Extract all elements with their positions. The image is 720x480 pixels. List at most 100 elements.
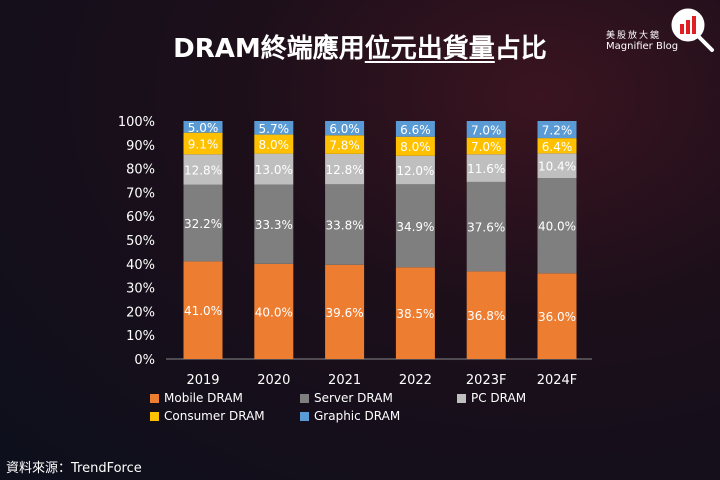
bar-segment [395,136,435,156]
bar-segment [466,137,506,155]
x-tick-label: 2020 [257,373,290,388]
data-label: 7.0% [471,140,502,154]
bar-segment [466,271,506,359]
data-label: 40.0% [255,305,293,319]
bar-segment [466,181,506,272]
data-label: 37.6% [467,221,505,235]
legend-swatch [300,393,309,403]
bar-segment [395,121,435,137]
y-tick-label: 30% [126,282,155,297]
title-part: DRAM終端應用 [173,34,365,64]
title-part-underlined: 位元出貨量 [364,34,495,64]
bar-segment [537,138,577,154]
bar-segment [254,134,294,154]
y-tick-label: 90% [126,139,155,154]
bar-segment [325,121,365,136]
data-label: 38.5% [396,307,434,321]
data-label: 6.4% [542,140,573,154]
data-label: 8.0% [400,140,431,154]
bar-segment [395,267,435,359]
x-tick-label: 2021 [328,373,361,388]
data-label: 12.8% [184,164,222,178]
data-label: 7.2% [542,124,573,138]
y-tick-label: 50% [126,234,155,249]
data-label: 33.8% [326,219,364,233]
data-label: 34.9% [396,220,434,234]
legend-label: Consumer DRAM [164,409,265,423]
data-label: 6.6% [400,123,431,137]
bar-segment [537,121,577,139]
bar-segment [395,155,435,185]
y-tick-label: 40% [126,258,155,273]
bar-segment [466,154,506,182]
data-label: 11.6% [467,162,505,176]
data-label: 39.6% [326,306,364,320]
data-label: 36.8% [467,309,505,323]
bar-segment [395,184,435,268]
bar-segment [325,135,365,154]
y-tick-label: 100% [118,115,155,130]
data-label: 7.8% [329,139,360,153]
data-label: 6.0% [329,122,360,136]
y-tick-label: 70% [126,186,155,201]
data-label: 9.1% [188,137,219,151]
bar-segment [537,178,577,274]
bar-segment [254,121,294,135]
data-label: 12.8% [326,163,364,177]
legend-item: Graphic DRAM [300,409,400,423]
bar-segment [325,184,365,265]
x-tick-label: 2019 [186,373,219,388]
data-label: 40.0% [538,220,576,234]
bar-segment [183,184,223,262]
y-tick-label: 10% [126,329,155,344]
legend-item: Consumer DRAM [150,409,265,423]
legend-item: Server DRAM [300,391,393,405]
y-tick-label: 0% [134,353,155,368]
data-label: 33.3% [255,218,293,232]
data-label: 36.0% [538,310,576,324]
logo-en: Magnifier Blog [606,41,679,52]
data-label: 13.0% [255,163,293,177]
data-label: 32.2% [184,217,222,231]
legend-item: Mobile DRAM [150,391,243,405]
bar-segment [183,132,223,155]
bar-segment [183,154,223,185]
data-label: 41.0% [184,304,222,318]
legend-swatch [150,393,159,403]
legend-label: PC DRAM [471,391,527,405]
y-tick-label: 20% [126,305,155,320]
legend-swatch [150,411,159,421]
bar-segment [537,273,577,359]
logo: 美股放大鏡 Magnifier Blog [606,28,678,52]
chart-title: DRAM終端應用位元出貨量占比 [0,28,720,65]
bar-segment [183,121,223,133]
data-label: 12.0% [396,164,434,178]
bar-segment [325,264,365,359]
x-tick-label: 2024F [537,373,578,388]
bar-segment [183,261,223,359]
bar-segment [254,184,294,264]
y-tick-label: 80% [126,163,155,178]
data-label: 5.0% [188,121,219,135]
bar-segment [466,121,506,138]
data-label: 8.0% [259,138,290,152]
legend-label: Mobile DRAM [164,391,243,405]
legend-label: Server DRAM [314,391,393,405]
legend-swatch [457,393,466,403]
data-label: 7.0% [471,123,502,137]
title-part: 占比 [494,34,547,64]
data-label: 10.4% [538,160,576,174]
bar-segment [537,153,577,179]
source-note: 資料來源：TrendForce [6,461,142,476]
bar-segment [254,153,294,185]
legend-swatch [300,411,309,421]
legend-label: Graphic DRAM [314,409,401,423]
logo-cn: 美股放大鏡 [606,31,662,41]
bar-segment [254,263,294,359]
x-tick-label: 2022 [399,373,432,388]
y-tick-label: 60% [126,210,155,225]
bar-segment [325,153,365,185]
x-tick-label: 2023F [466,373,507,388]
data-label: 5.7% [259,122,290,136]
